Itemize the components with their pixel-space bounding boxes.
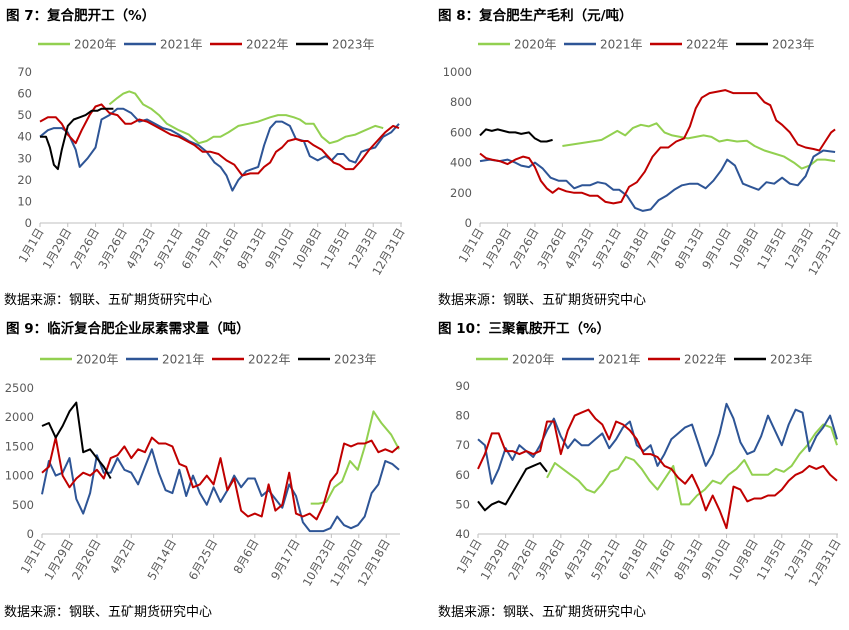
x-tick-label: 6月25日 <box>186 537 221 583</box>
series-line-2023 <box>41 401 112 480</box>
y-tick-label: 60 <box>455 468 470 482</box>
legend-label: 2020年 <box>74 38 117 52</box>
source-note: 数据来源：钢联、五矿期货研究中心 <box>4 293 213 308</box>
source-note: 数据来源：钢联、五矿期货研究中心 <box>438 293 647 308</box>
series-line-2023 <box>479 128 553 143</box>
legend: 2020年 2021年 2022年 2023年 <box>476 353 813 367</box>
chart-panel-4: 图 10：三聚氰胺开工（%） 2020年 2021年 2022年 2023年 40 50 6… <box>432 315 849 630</box>
x-tick-label: 8月6日 <box>230 537 261 577</box>
legend-label: 2022年 <box>248 353 291 367</box>
y-tick-label: 0 <box>465 216 472 230</box>
legend-label: 2021年 <box>598 353 641 367</box>
legend: 2020年 2021年 2022年 2023年 <box>478 38 815 52</box>
y-tick-label: 90 <box>455 379 470 393</box>
series-line-2021 <box>479 149 836 212</box>
series-line-2021 <box>477 402 838 485</box>
y-tick-label: 80 <box>455 409 470 423</box>
legend: 2020年 2021年 2022年 2023年 <box>40 353 377 367</box>
legend: 2020年 2021年 2022年 2023年 <box>38 38 375 52</box>
chart-panel-2: 图 8：复合肥生产毛利（元/吨） 2020年 2021年 2022年 2023年 0 20… <box>432 0 849 315</box>
chart-title: 图 10：三聚氰胺开工（%） <box>438 321 611 337</box>
legend-label: 2021年 <box>600 38 643 52</box>
y-tick-label: 40 <box>17 130 32 144</box>
y-tick-label: 2500 <box>5 381 34 395</box>
source-note: 数据来源：钢联、五矿期货研究中心 <box>4 605 213 620</box>
legend-label: 2023年 <box>334 353 377 367</box>
y-tick-label: 0 <box>27 527 34 541</box>
series-line-2022 <box>479 89 836 205</box>
line-chart: 2020年 2021年 2022年 2023年020040060080010001月1… <box>443 38 844 278</box>
legend-label: 2020年 <box>514 38 557 52</box>
chart-panel-1: 图 7：复合肥开工（%） 2020年 2021年 2022年 2023年 0 10 20 30… <box>0 0 424 315</box>
legend-label: 2022年 <box>684 353 727 367</box>
y-tick-label: 50 <box>17 108 32 122</box>
series-line-2023 <box>40 107 114 171</box>
y-tick-label: 0 <box>25 216 32 230</box>
legend-label: 2022年 <box>686 38 729 52</box>
series-line-2020 <box>562 122 836 170</box>
series-line-2023 <box>477 462 548 512</box>
series-line-2020 <box>310 410 400 505</box>
y-tick-label: 200 <box>450 186 472 200</box>
line-chart: 2020年 2021年 2022年 2023年0102030405060701月1日1… <box>16 38 408 278</box>
y-tick-label: 60 <box>17 87 32 101</box>
y-tick-label: 500 <box>12 498 34 512</box>
y-tick-label: 1000 <box>5 469 34 483</box>
legend-label: 2021年 <box>162 353 205 367</box>
legend-label: 2020年 <box>512 353 555 367</box>
legend-label: 2023年 <box>332 38 375 52</box>
chart-panel-3: 图 9：临沂复合肥企业尿素需求量（吨） 2020年 2021年 2022年 2023年… <box>0 315 424 630</box>
y-tick-label: 800 <box>450 95 472 109</box>
y-tick-label: 2000 <box>5 410 34 424</box>
chart-title: 图 7：复合肥开工（%） <box>6 8 156 24</box>
series-line-2021 <box>39 107 400 192</box>
legend-label: 2022年 <box>246 38 289 52</box>
chart-title: 图 8：复合肥生产毛利（元/吨） <box>438 8 633 24</box>
legend-label: 2023年 <box>772 38 815 52</box>
y-tick-label: 30 <box>17 151 32 165</box>
series-line-2021 <box>41 448 400 533</box>
y-tick-label: 20 <box>17 173 32 187</box>
source-note: 数据来源：钢联、五矿期货研究中心 <box>438 605 647 620</box>
line-chart: 2020年 2021年 2022年 2023年4050607080901月1日1月29… <box>454 353 844 589</box>
x-tick-label: 9月17日 <box>268 537 303 583</box>
y-tick-label: 600 <box>450 125 472 139</box>
series-line-2022 <box>477 408 838 530</box>
chart-title: 图 9：临沂复合肥企业尿素需求量（吨） <box>6 321 250 337</box>
y-tick-label: 10 <box>17 194 32 208</box>
x-tick-label: 5月14日 <box>144 537 179 583</box>
y-tick-label: 1000 <box>443 65 472 79</box>
series-line-2022 <box>39 103 400 177</box>
legend-label: 2021年 <box>160 38 203 52</box>
legend-label: 2023年 <box>770 353 813 367</box>
series-line-2020 <box>546 423 838 506</box>
series-line-2022 <box>41 436 400 521</box>
y-tick-label: 400 <box>450 156 472 170</box>
series-line-2020 <box>108 90 384 145</box>
y-tick-label: 70 <box>17 65 32 79</box>
x-tick-label: 4月2日 <box>107 537 138 577</box>
y-tick-label: 70 <box>455 438 470 452</box>
legend-label: 2020年 <box>76 353 119 367</box>
y-tick-label: 40 <box>455 527 470 541</box>
y-tick-label: 1500 <box>5 439 34 453</box>
y-tick-label: 50 <box>455 497 470 511</box>
line-chart: 2020年 2021年 2022年 2023年 0 500 1000 1500 2000 2500… <box>5 353 400 589</box>
